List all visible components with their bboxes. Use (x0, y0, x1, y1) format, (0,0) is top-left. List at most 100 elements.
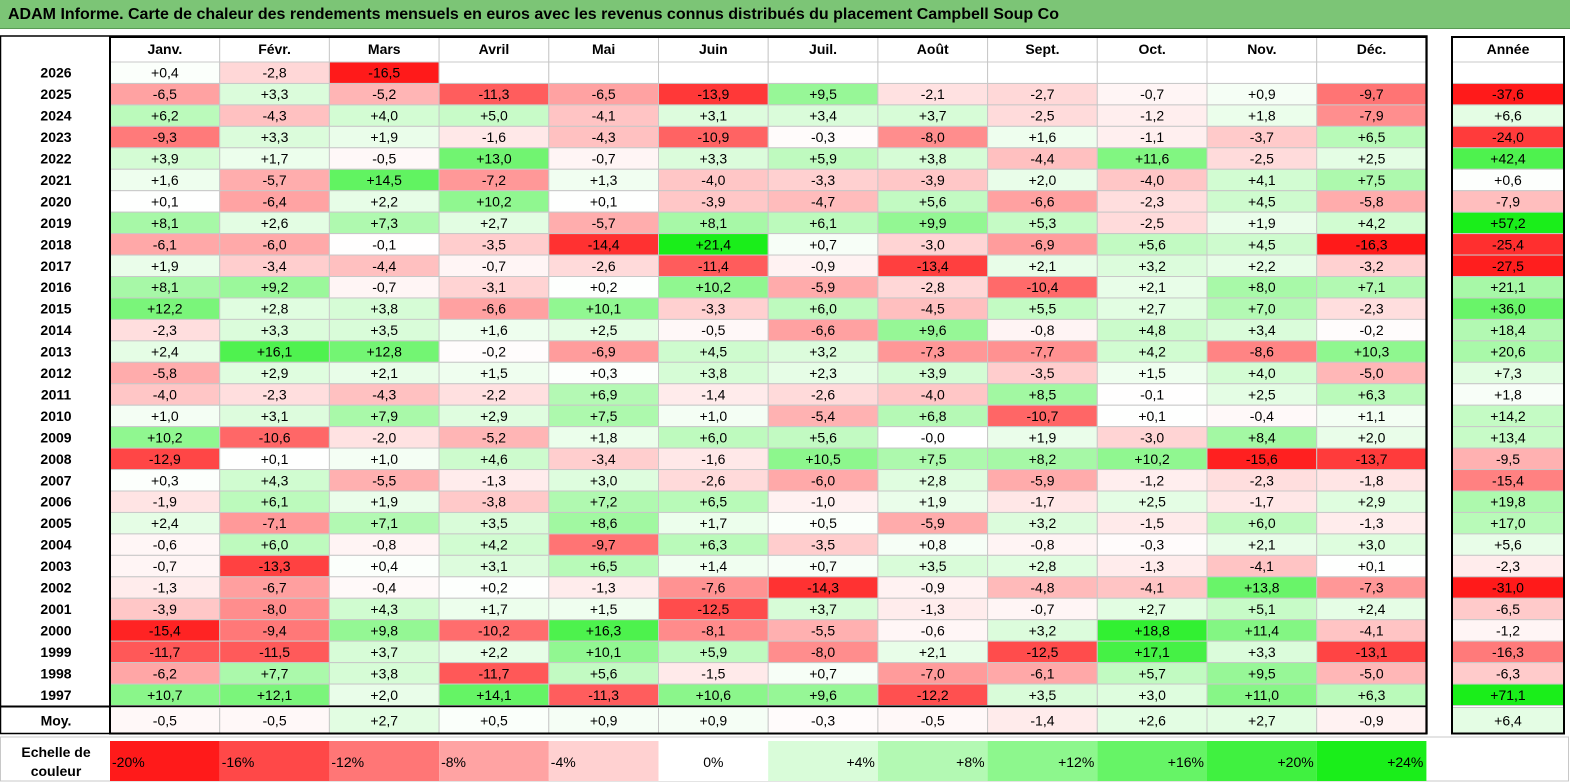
cell-value: +3,5 (1029, 687, 1057, 703)
cell-value: -3,0 (921, 236, 945, 252)
annual-value: -6,3 (1496, 665, 1520, 681)
year-label: 2003 (40, 558, 71, 574)
cell-value: +3,3 (700, 151, 728, 167)
cell-value: -16,5 (368, 65, 400, 81)
cell-value: -4,8 (1030, 580, 1054, 596)
cell-value: -5,8 (1359, 193, 1383, 209)
cell-value: +4,1 (1248, 172, 1276, 188)
cell-value: +10,2 (476, 193, 512, 209)
cell-value: -5,0 (1359, 665, 1383, 681)
cell-value: -2,8 (921, 279, 945, 295)
header-corner (2, 37, 110, 62)
cell-value: +2,1 (1029, 258, 1057, 274)
cell-value: -4,4 (1030, 151, 1054, 167)
cell-value: +5,6 (809, 429, 837, 445)
cell-value: +3,8 (370, 301, 398, 317)
cell-value: +21,4 (696, 236, 732, 252)
cell-value: +4,5 (1248, 236, 1276, 252)
cell-value: -1,6 (701, 451, 725, 467)
cell-value: +1,9 (1248, 215, 1276, 231)
heatmap-cell (1316, 61, 1427, 84)
cell-value: -9,7 (1359, 86, 1383, 102)
cell-value: -6,5 (592, 86, 616, 102)
annual-value: +18,4 (1490, 322, 1526, 338)
year-label: 2019 (40, 215, 71, 231)
cell-value: -5,2 (482, 429, 506, 445)
cell-value: -10,4 (1026, 279, 1058, 295)
cell-value: +10,1 (586, 301, 622, 317)
cell-value: +1,9 (1029, 429, 1057, 445)
annual-value: +20,6 (1490, 344, 1526, 360)
cell-value: +4,5 (700, 344, 728, 360)
cell-value: -4,1 (592, 108, 616, 124)
annual-value: -27,5 (1492, 258, 1524, 274)
cell-value: -6,6 (811, 322, 835, 338)
cell-value: +2,7 (1138, 301, 1166, 317)
cell-value: +1,6 (1029, 129, 1057, 145)
cell-value: +11,0 (1245, 687, 1280, 703)
cell-value: +6,3 (1358, 687, 1386, 703)
cell-value: +2,2 (480, 644, 508, 660)
cell-value: -7,9 (1359, 108, 1383, 124)
cell-value: +3,8 (370, 665, 398, 681)
cell-value: +2,2 (370, 193, 398, 209)
cell-value: -8,0 (921, 129, 945, 145)
cell-value: +2,5 (1248, 386, 1276, 402)
cell-value: +3,2 (1138, 258, 1166, 274)
cell-value: +2,3 (809, 365, 837, 381)
cell-value: +3,1 (700, 108, 728, 124)
cell-value: -7,3 (1359, 580, 1383, 596)
cell-value: +2,2 (1248, 258, 1276, 274)
cell-value: -14,3 (807, 580, 839, 596)
annual-value: -31,0 (1492, 580, 1524, 596)
cell-value: -10,2 (478, 622, 510, 638)
cell-value: -5,7 (262, 172, 286, 188)
cell-value: -4,0 (921, 386, 945, 402)
cell-value: -5,9 (811, 279, 835, 295)
cell-value: +2,8 (1029, 558, 1057, 574)
cell-value: -2,6 (701, 472, 725, 488)
cell-value: -4,1 (1359, 622, 1383, 638)
cell-value: -3,2 (1359, 258, 1383, 274)
year-label: 2014 (40, 322, 71, 338)
cell-value: -13,4 (917, 258, 949, 274)
annual-value: +57,2 (1490, 215, 1526, 231)
cell-value: -0,7 (1030, 601, 1054, 617)
cell-value: -8,6 (1250, 344, 1274, 360)
annual-column-border (1451, 36, 1565, 735)
cell-value: +3,1 (480, 558, 508, 574)
cell-value: +3,7 (370, 644, 398, 660)
cell-value: +12,8 (367, 344, 403, 360)
cell-value: -4,3 (262, 108, 286, 124)
cell-value: -2,3 (1140, 193, 1164, 209)
cell-value: +6,1 (261, 494, 289, 510)
cell-value: -2,6 (592, 258, 616, 274)
year-label: 2018 (40, 236, 71, 252)
year-label: 2001 (40, 601, 71, 617)
cell-value: -0,8 (1030, 322, 1054, 338)
cell-value: +9,9 (919, 215, 947, 231)
cell-value: -13,7 (1356, 451, 1388, 467)
average-value: -1,4 (1030, 713, 1054, 729)
month-header-cell (987, 36, 1098, 63)
annual-value: +6,6 (1494, 108, 1522, 124)
month-header: Mars (368, 41, 401, 57)
heatmap-cell (548, 61, 659, 84)
cell-value: -0,9 (921, 580, 945, 596)
cell-value: -4,7 (811, 193, 835, 209)
cell-value: +8,1 (151, 279, 179, 295)
cell-value: -3,9 (153, 601, 177, 617)
cell-value: +8,1 (151, 215, 179, 231)
year-label: 2009 (40, 429, 71, 445)
cell-value: +8,4 (1248, 429, 1276, 445)
cell-value: +0,5 (809, 515, 837, 531)
month-header: Juil. (809, 41, 837, 57)
cell-value: +14,1 (476, 687, 512, 703)
cell-value: -1,8 (1359, 472, 1383, 488)
year-label: 2022 (40, 151, 71, 167)
cell-value: -5,8 (153, 365, 177, 381)
cell-value: +2,0 (1029, 172, 1057, 188)
average-cell (1096, 707, 1208, 734)
cell-value: +1,9 (151, 258, 179, 274)
cell-value: +0,8 (919, 537, 947, 553)
